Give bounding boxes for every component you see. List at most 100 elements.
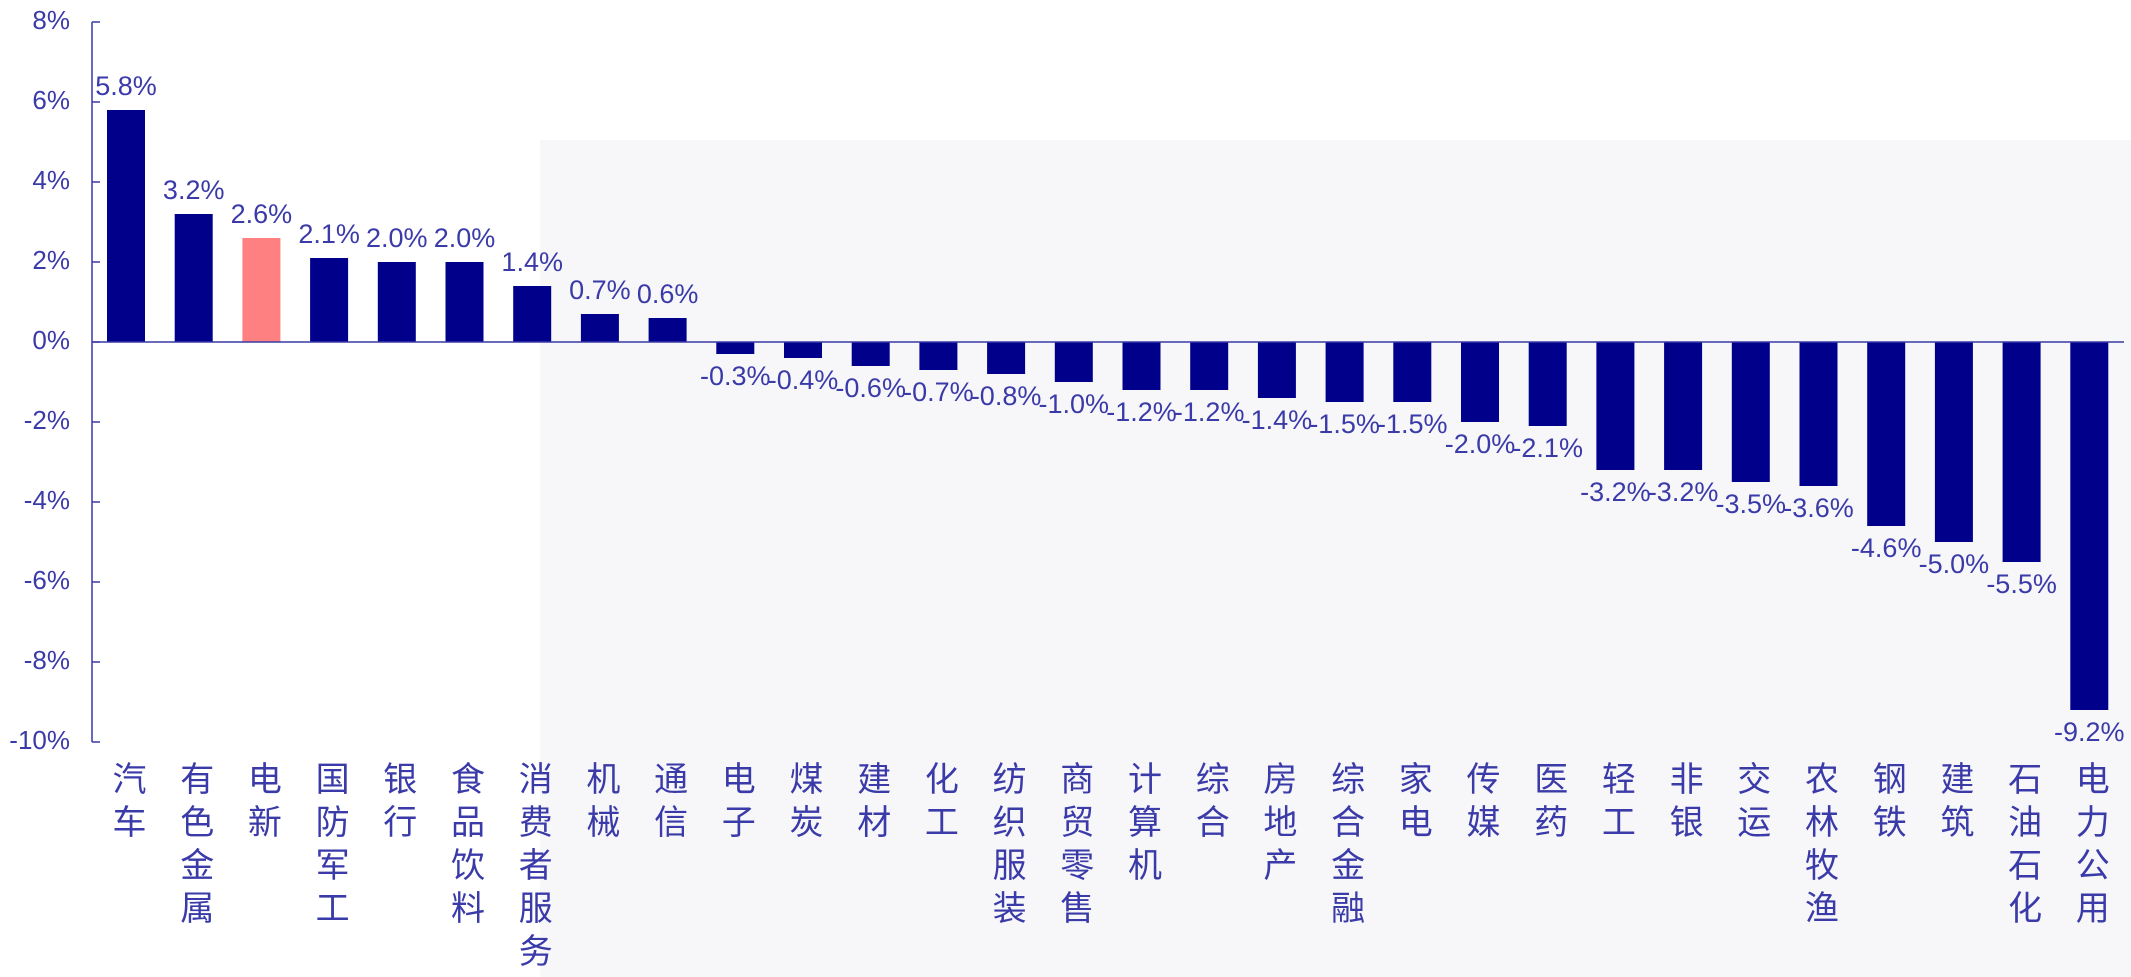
data-label: -5.0% — [1919, 549, 1990, 579]
x-tick-label: 非银 — [1663, 761, 1703, 847]
bar — [174, 214, 213, 342]
bar — [1528, 342, 1567, 426]
data-label: 5.8% — [95, 71, 157, 101]
data-label: -3.5% — [1716, 489, 1787, 519]
bar — [1325, 342, 1364, 402]
x-tick-label: 纺织服装 — [986, 761, 1026, 933]
bar — [310, 258, 349, 342]
background-panel — [540, 140, 2131, 977]
x-tick-label: 综合金融 — [1325, 761, 1365, 933]
x-tick-label: 综合 — [1189, 761, 1229, 847]
data-label: -0.4% — [768, 365, 839, 395]
x-tick-label: 有色金属 — [174, 761, 214, 933]
bar — [1054, 342, 1093, 382]
data-label: -3.6% — [1783, 493, 1854, 523]
y-tick-label: -10% — [9, 725, 70, 755]
x-tick-label: 医药 — [1528, 761, 1568, 847]
y-tick-label: 2% — [32, 245, 70, 275]
bar — [513, 286, 552, 342]
x-tick-label: 机械 — [580, 761, 620, 847]
bar — [1664, 342, 1703, 470]
data-label: -9.2% — [2054, 717, 2125, 747]
data-label: -0.7% — [903, 377, 974, 407]
bar — [919, 342, 958, 370]
x-tick-label: 轻工 — [1595, 761, 1635, 847]
x-tick-label: 家电 — [1392, 761, 1432, 847]
bar — [648, 318, 687, 342]
y-tick-label: -4% — [24, 485, 70, 515]
bar — [716, 342, 755, 354]
bar — [1934, 342, 1973, 542]
x-tick-label: 交运 — [1731, 761, 1771, 847]
y-tick-label: 4% — [32, 165, 70, 195]
bar — [1867, 342, 1906, 526]
bar — [1799, 342, 1838, 486]
x-tick-label: 计算机 — [1122, 761, 1162, 890]
data-label: -1.4% — [1242, 405, 1313, 435]
bar — [987, 342, 1026, 374]
data-label: 0.7% — [569, 275, 631, 305]
x-tick-label: 国防军工 — [309, 761, 349, 933]
bar — [107, 110, 145, 342]
y-tick-label: 8% — [32, 5, 70, 35]
y-tick-label: 6% — [32, 85, 70, 115]
data-label: 2.6% — [231, 199, 293, 229]
x-tick-label: 汽车 — [106, 761, 146, 847]
data-label: -1.0% — [1039, 389, 1110, 419]
y-tick-label: -8% — [24, 645, 70, 675]
bar — [1190, 342, 1229, 390]
data-label: -3.2% — [1580, 477, 1651, 507]
x-tick-label: 煤炭 — [783, 761, 823, 847]
x-tick-label: 电力公用 — [2069, 761, 2109, 933]
x-tick-label: 传媒 — [1460, 761, 1500, 847]
bar — [377, 262, 416, 342]
data-label: 1.4% — [501, 247, 563, 277]
bar — [580, 314, 619, 342]
x-tick-label: 房地产 — [1257, 761, 1297, 890]
x-tick-label: 商贸零售 — [1054, 761, 1094, 933]
x-tick-label: 消费者服务 — [512, 761, 552, 976]
x-tick-label: 电子 — [715, 761, 755, 847]
bar — [2002, 342, 2041, 562]
data-label: -1.5% — [1309, 409, 1380, 439]
bar — [1731, 342, 1770, 482]
y-tick-label: -2% — [24, 405, 70, 435]
x-tick-label: 电新 — [241, 761, 281, 847]
bar — [445, 262, 484, 342]
data-label: -0.6% — [835, 373, 906, 403]
data-label: -4.6% — [1851, 533, 1922, 563]
data-label: -2.0% — [1445, 429, 1516, 459]
y-tick-label: 0% — [32, 325, 70, 355]
x-tick-label: 食品饮料 — [445, 761, 485, 933]
data-label: 2.0% — [366, 223, 428, 253]
bar — [1122, 342, 1161, 390]
data-label: -5.5% — [1986, 569, 2057, 599]
data-label: -0.3% — [700, 361, 771, 391]
x-tick-label: 建筑 — [1934, 761, 1974, 847]
data-label: -2.1% — [1512, 433, 1583, 463]
y-tick-label: -6% — [24, 565, 70, 595]
data-label: -0.8% — [971, 381, 1042, 411]
bar — [1461, 342, 1499, 422]
x-tick-label: 石油石化 — [2002, 761, 2042, 933]
data-label: 0.6% — [637, 279, 699, 309]
data-label: -1.2% — [1106, 397, 1177, 427]
bar — [1393, 342, 1432, 402]
bar — [784, 342, 822, 358]
bar — [851, 342, 890, 366]
data-label: -3.2% — [1648, 477, 1719, 507]
bar — [1596, 342, 1635, 470]
x-tick-label: 银行 — [377, 761, 417, 847]
bar — [1257, 342, 1296, 398]
x-tick-label: 通信 — [648, 761, 688, 847]
x-tick-label: 农林牧渔 — [1799, 761, 1839, 933]
x-tick-label: 化工 — [918, 761, 958, 847]
x-tick-label: 钢铁 — [1866, 761, 1906, 847]
data-label: 2.1% — [298, 219, 360, 249]
bar — [242, 238, 281, 342]
data-label: -1.5% — [1377, 409, 1448, 439]
bar — [2070, 342, 2109, 710]
x-tick-label: 建材 — [851, 761, 891, 847]
data-label: -1.2% — [1174, 397, 1245, 427]
